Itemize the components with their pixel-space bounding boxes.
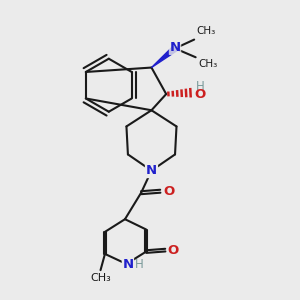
Text: CH₃: CH₃ bbox=[196, 26, 216, 36]
Text: H: H bbox=[196, 80, 204, 93]
Text: CH₃: CH₃ bbox=[90, 273, 111, 284]
Text: N: N bbox=[146, 164, 157, 177]
Text: N: N bbox=[169, 41, 181, 54]
Text: O: O bbox=[194, 88, 206, 100]
Text: CH₃: CH₃ bbox=[198, 59, 217, 69]
Text: O: O bbox=[163, 185, 174, 198]
Text: H: H bbox=[135, 258, 144, 271]
Text: N: N bbox=[122, 258, 134, 271]
Text: O: O bbox=[168, 244, 179, 256]
Polygon shape bbox=[152, 46, 177, 68]
